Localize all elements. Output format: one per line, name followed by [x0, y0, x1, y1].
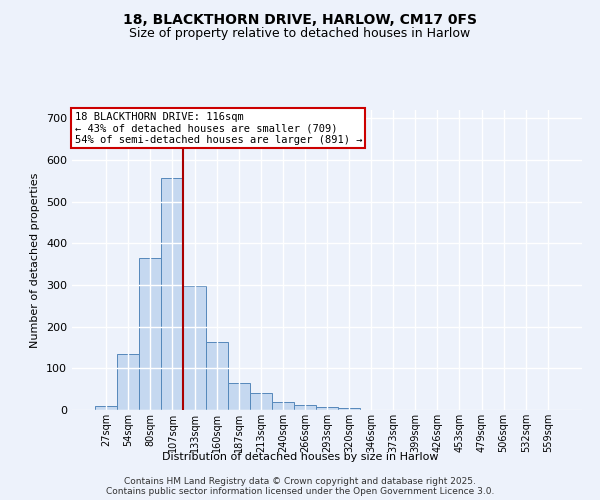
Bar — [117, 354, 139, 410]
Bar — [250, 394, 272, 410]
Bar — [206, 342, 227, 410]
Text: 18, BLACKTHORN DRIVE, HARLOW, CM17 0FS: 18, BLACKTHORN DRIVE, HARLOW, CM17 0FS — [123, 12, 477, 26]
Bar — [294, 404, 316, 410]
Bar — [272, 402, 294, 410]
Bar — [95, 406, 117, 410]
Bar — [139, 258, 161, 410]
Y-axis label: Number of detached properties: Number of detached properties — [31, 172, 40, 348]
Text: 18 BLACKTHORN DRIVE: 116sqm
← 43% of detached houses are smaller (709)
54% of se: 18 BLACKTHORN DRIVE: 116sqm ← 43% of det… — [74, 112, 362, 144]
Text: Contains HM Land Registry data © Crown copyright and database right 2025.: Contains HM Land Registry data © Crown c… — [124, 476, 476, 486]
Bar — [227, 383, 250, 410]
Text: Distribution of detached houses by size in Harlow: Distribution of detached houses by size … — [162, 452, 438, 462]
Text: Contains public sector information licensed under the Open Government Licence 3.: Contains public sector information licen… — [106, 486, 494, 496]
Text: Size of property relative to detached houses in Harlow: Size of property relative to detached ho… — [130, 28, 470, 40]
Bar — [184, 286, 206, 410]
Bar — [316, 406, 338, 410]
Bar — [161, 178, 184, 410]
Bar — [338, 408, 360, 410]
